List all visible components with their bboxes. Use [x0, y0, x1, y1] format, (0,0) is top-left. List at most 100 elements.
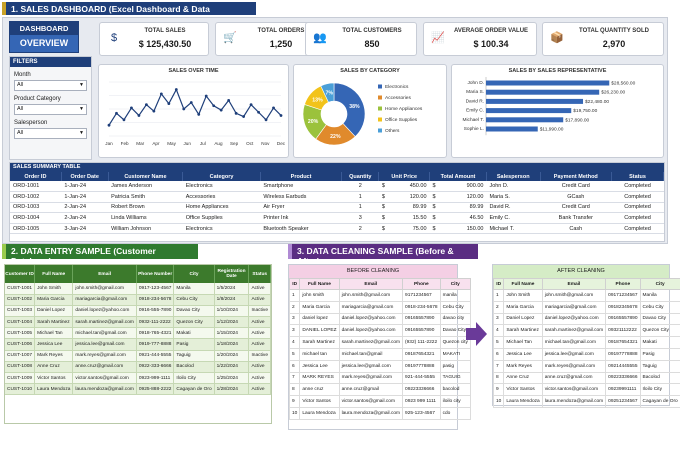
column-header[interactable]: Payment Method [540, 172, 613, 181]
column-header[interactable]: Phone [402, 278, 441, 290]
column-header[interactable]: Product [260, 172, 343, 181]
column-header[interactable]: Customer Name [108, 172, 184, 181]
table-cell: Anne Cruz [503, 371, 543, 385]
kpi-value: 1,250 [269, 39, 293, 49]
column-header[interactable]: Phone [605, 278, 641, 290]
filter-select-salesperson[interactable]: All ▼ [14, 128, 87, 139]
dashboard-panel: DASHBOARD OVERVIEW FILTERS Month All ▼ Pr… [2, 17, 668, 244]
table-cell: 9171234567 [402, 289, 441, 302]
filter-label-month: Month [14, 72, 31, 78]
table-cell: 1/5/2024 [214, 283, 250, 295]
table-cell: victor.santos@gmail.com [72, 372, 137, 385]
section-title-cleaning: 3. DATA CLEANING SAMPLE (Before & After) [288, 244, 478, 266]
data-point [219, 108, 223, 112]
table-cell: Laura Mendoza [503, 395, 543, 408]
column-header[interactable]: Full Name [299, 278, 340, 290]
table-cell: Maria Garcia [299, 300, 340, 314]
table-cell: Cebu City [639, 300, 680, 314]
table-cell: 1 [341, 191, 379, 203]
table-cell: Bacolod [173, 361, 215, 374]
bar [486, 80, 610, 86]
table-row: ORD-1002 1-Jan-24 Patricia Smith Accessorie… [10, 191, 664, 203]
column-header[interactable]: Quantity [341, 172, 380, 181]
data-point [197, 113, 201, 116]
filter-select-month[interactable]: All ▼ [14, 80, 87, 91]
table-cell: Electronics [182, 181, 261, 193]
table-cell: Completed [611, 212, 664, 224]
table-cell: 0919-777-8888 [136, 338, 175, 351]
table-cell: MARK REYES [299, 371, 340, 385]
column-header[interactable]: Full Name [503, 278, 543, 290]
table-cell: 7 [288, 371, 301, 385]
table-cell: cdo [439, 406, 471, 420]
table-cell: 925-123-4567 [402, 406, 441, 420]
table-cell: 10 [492, 395, 505, 408]
table-cell: Bank Transfer [540, 212, 612, 224]
table-cell: Maria Garcia [503, 300, 543, 314]
column-header[interactable]: Email [338, 278, 404, 290]
table-cell: 09223336666 [402, 383, 441, 397]
column-header[interactable]: Phone Number [136, 265, 175, 283]
table-cell: Pasig [173, 338, 215, 351]
kpi-label: AVERAGE ORDER VALUE [453, 28, 529, 34]
column-header[interactable]: Email [72, 265, 137, 283]
table-cell: 1 [341, 202, 379, 214]
table-cell: 150.00 [445, 223, 487, 235]
column-header[interactable]: Status [248, 265, 271, 283]
table-cell: Printer Ink [260, 212, 342, 224]
column-header[interactable]: Order Date [61, 172, 109, 181]
table-cell: Active [248, 383, 271, 396]
x-tick-label: Feb [121, 141, 129, 146]
table-cell: 09223336666 [605, 371, 641, 385]
column-header[interactable]: Salesperson [486, 172, 541, 181]
column-header[interactable]: City [439, 278, 471, 290]
column-header[interactable]: Order ID [10, 172, 62, 181]
data-point [204, 94, 208, 98]
pie-slice [320, 82, 335, 103]
table-cell: 0921-444-5555 [136, 350, 175, 362]
table-cell: 2 [341, 223, 379, 235]
table-cell: 3 [288, 324, 301, 338]
table-cell: iloilo city [439, 395, 471, 408]
column-header[interactable]: Registration Date [214, 265, 250, 283]
bar [486, 89, 600, 95]
table-row: 9 Victor Santos victor.santos@gmail.com 092… [288, 395, 471, 408]
table-cell: laura.mendoza@gmail.com [338, 406, 404, 420]
table-row: CUST-1006 Jessica Lee jessica.lee@gmail.co… [5, 338, 271, 351]
column-header[interactable]: Customer ID [5, 265, 36, 283]
section-title-entry: 2. DATA ENTRY SAMPLE (Customer Database) [2, 244, 198, 266]
table-cell: 7 [492, 359, 505, 373]
table-cell: Victor Santos [34, 372, 74, 385]
column-header[interactable]: Unit Price [378, 172, 431, 181]
data-point [137, 114, 141, 117]
table-cell: Michael T. [486, 223, 541, 235]
x-tick-label: Dec [277, 141, 286, 146]
table-row: 8 Anne Cruz anne.cruz@gmail.com 09223336666… [492, 371, 680, 385]
column-header[interactable]: ID [492, 278, 505, 290]
kpi-total-sales: $ TOTAL SALES $ 125,430.50 [99, 22, 209, 56]
table-cell: michael.tan@gmail.com [72, 327, 137, 340]
chevron-down-icon: ▼ [79, 130, 84, 136]
column-header[interactable]: ID [288, 278, 301, 290]
table-cell: 09187654321 [605, 336, 641, 349]
column-header[interactable]: Email [541, 278, 607, 290]
table-cell: 09165557890 [402, 312, 441, 326]
filter-value: All [17, 106, 24, 112]
column-header[interactable]: Total Amount [429, 172, 487, 181]
column-header[interactable]: Full Name [34, 265, 74, 283]
column-header[interactable]: Status [611, 172, 664, 181]
table-cell: Laura Mendoza [34, 383, 74, 396]
column-header[interactable]: Category [182, 172, 261, 181]
filters-header: FILTERS [10, 57, 91, 67]
table-cell: daniel.lopez@yahoo.com [541, 312, 607, 326]
table-cell: Mark Reyes [503, 359, 543, 373]
table-cell: john smith [299, 289, 340, 302]
table-row: ORD-1003 2-Jan-24 Robert Brown Home Applian… [10, 202, 664, 214]
table-cell: 921-444-5555 [402, 371, 441, 385]
line-chart-panel: SALES OVER TIME Jan Feb Mar Apr May Jun Jul Aug… [98, 64, 289, 158]
table-cell: 75.00 [393, 223, 430, 235]
filter-select-category[interactable]: All ▼ [14, 104, 87, 115]
column-header[interactable]: City [639, 278, 680, 290]
table-cell: 2-Jan-24 [61, 212, 109, 224]
column-header[interactable]: City [173, 265, 215, 283]
